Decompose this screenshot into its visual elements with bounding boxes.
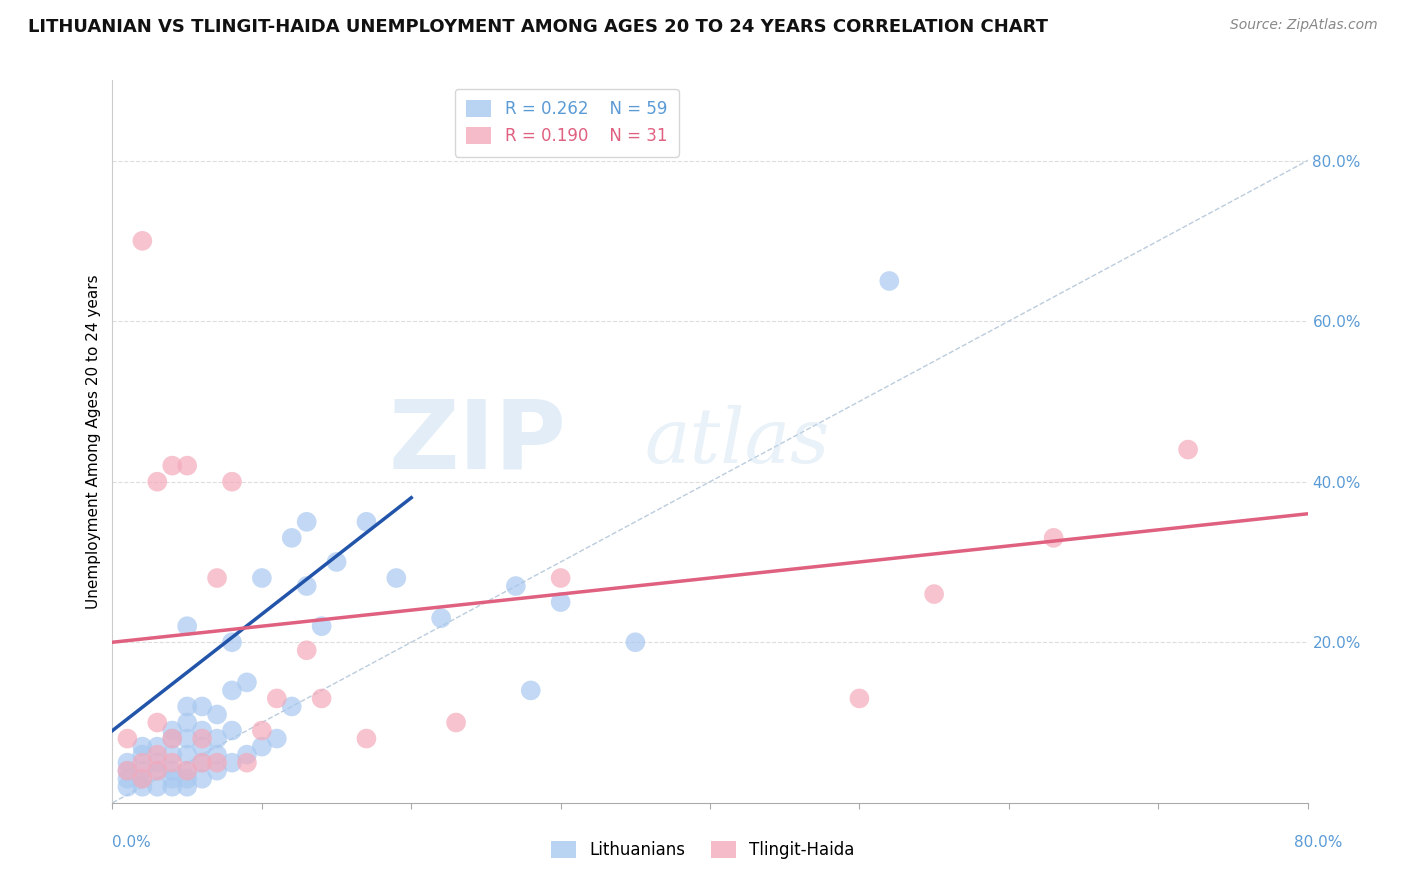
Point — [162, 756, 183, 770]
Point — [205, 731, 228, 746]
Point — [131, 772, 153, 786]
Point — [205, 571, 228, 585]
Point — [295, 579, 318, 593]
Legend: R = 0.262    N = 59, R = 0.190    N = 31: R = 0.262 N = 59, R = 0.190 N = 31 — [454, 88, 679, 157]
Point — [191, 756, 214, 770]
Point — [281, 699, 304, 714]
Point — [117, 764, 139, 778]
Point — [385, 571, 408, 585]
Point — [221, 475, 243, 489]
Point — [162, 723, 183, 738]
Point — [205, 707, 228, 722]
Point — [131, 780, 153, 794]
Point — [146, 764, 169, 778]
Point — [162, 780, 183, 794]
Point — [117, 756, 139, 770]
Point — [191, 756, 214, 770]
Point — [191, 731, 214, 746]
Point — [444, 715, 467, 730]
Point — [146, 747, 169, 762]
Point — [191, 739, 214, 754]
Point — [176, 458, 198, 473]
Point — [162, 458, 183, 473]
Point — [162, 747, 183, 762]
Point — [176, 731, 198, 746]
Point — [205, 756, 228, 770]
Point — [250, 723, 273, 738]
Point — [117, 731, 139, 746]
Point — [146, 764, 169, 778]
Point — [131, 234, 153, 248]
Point — [221, 683, 243, 698]
Text: LITHUANIAN VS TLINGIT-HAIDA UNEMPLOYMENT AMONG AGES 20 TO 24 YEARS CORRELATION C: LITHUANIAN VS TLINGIT-HAIDA UNEMPLOYMENT… — [28, 18, 1047, 36]
Point — [117, 772, 139, 786]
Point — [205, 764, 228, 778]
Point — [176, 699, 198, 714]
Point — [191, 723, 214, 738]
Point — [176, 619, 198, 633]
Point — [146, 739, 169, 754]
Point — [131, 739, 153, 754]
Point — [117, 764, 139, 778]
Point — [146, 756, 169, 770]
Text: Source: ZipAtlas.com: Source: ZipAtlas.com — [1230, 18, 1378, 32]
Point — [221, 635, 243, 649]
Point — [162, 764, 183, 778]
Text: 80.0%: 80.0% — [1295, 836, 1343, 850]
Point — [221, 723, 243, 738]
Point — [922, 587, 945, 601]
Point — [550, 595, 572, 609]
Point — [1042, 531, 1064, 545]
Point — [176, 780, 198, 794]
Point — [131, 764, 153, 778]
Point — [250, 739, 273, 754]
Point — [624, 635, 647, 649]
Point — [281, 531, 304, 545]
Point — [520, 683, 543, 698]
Point — [191, 772, 214, 786]
Point — [848, 691, 870, 706]
Point — [146, 780, 169, 794]
Point — [356, 731, 378, 746]
Point — [205, 747, 228, 762]
Text: 0.0%: 0.0% — [112, 836, 152, 850]
Text: ZIP: ZIP — [388, 395, 567, 488]
Point — [146, 475, 169, 489]
Point — [295, 643, 318, 657]
Point — [236, 675, 259, 690]
Y-axis label: Unemployment Among Ages 20 to 24 years: Unemployment Among Ages 20 to 24 years — [86, 274, 101, 609]
Point — [117, 780, 139, 794]
Point — [325, 555, 347, 569]
Legend: Lithuanians, Tlingit-Haida: Lithuanians, Tlingit-Haida — [544, 834, 862, 866]
Point — [879, 274, 901, 288]
Point — [1177, 442, 1199, 457]
Point — [162, 772, 183, 786]
Point — [162, 731, 183, 746]
Point — [236, 756, 259, 770]
Text: atlas: atlas — [644, 405, 830, 478]
Point — [550, 571, 572, 585]
Point — [266, 731, 288, 746]
Point — [176, 764, 198, 778]
Point — [250, 571, 273, 585]
Point — [131, 747, 153, 762]
Point — [295, 515, 318, 529]
Point — [162, 731, 183, 746]
Point — [356, 515, 378, 529]
Point — [131, 772, 153, 786]
Point — [131, 756, 153, 770]
Point — [221, 756, 243, 770]
Point — [176, 715, 198, 730]
Point — [266, 691, 288, 706]
Point — [430, 611, 453, 625]
Point — [311, 619, 333, 633]
Point — [176, 764, 198, 778]
Point — [176, 772, 198, 786]
Point — [311, 691, 333, 706]
Point — [191, 699, 214, 714]
Point — [236, 747, 259, 762]
Point — [176, 747, 198, 762]
Point — [146, 715, 169, 730]
Point — [505, 579, 527, 593]
